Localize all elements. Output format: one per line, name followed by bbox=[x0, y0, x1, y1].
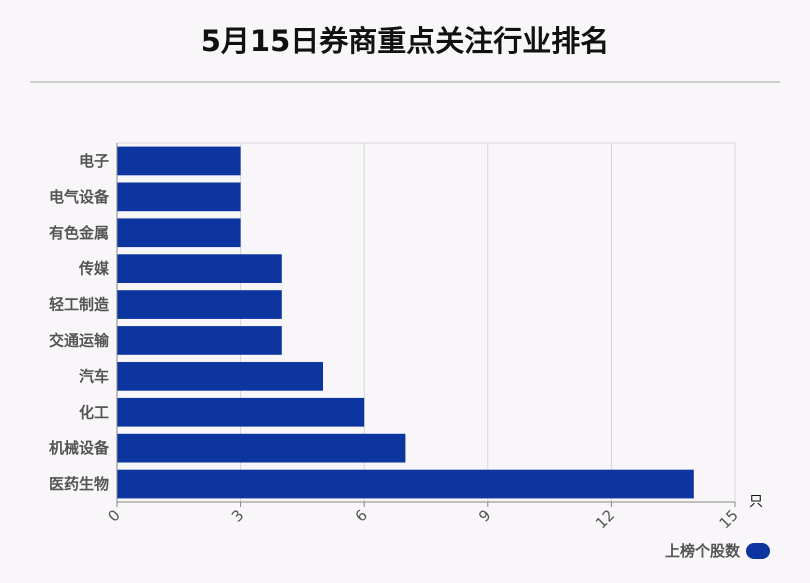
bar[interactable] bbox=[117, 469, 694, 499]
y-category-label: 医药生物 bbox=[49, 475, 109, 493]
bars bbox=[117, 146, 694, 499]
bar[interactable] bbox=[117, 433, 406, 463]
y-category-label: 化工 bbox=[79, 403, 109, 421]
bar[interactable] bbox=[117, 254, 282, 284]
x-tick-label: 9 bbox=[475, 506, 494, 525]
x-axis-unit: 只 bbox=[749, 494, 763, 510]
x-tick-label: 6 bbox=[352, 506, 371, 525]
bar[interactable] bbox=[117, 146, 241, 176]
x-tick-label: 0 bbox=[104, 506, 123, 525]
y-category-label: 电气设备 bbox=[49, 188, 110, 206]
bar[interactable] bbox=[117, 326, 282, 355]
y-category-label: 传媒 bbox=[78, 260, 110, 278]
title-divider bbox=[30, 81, 780, 83]
y-category-label: 汽车 bbox=[79, 367, 109, 385]
legend[interactable]: 上榜个股数 bbox=[665, 540, 770, 561]
x-tick-label: 3 bbox=[228, 506, 247, 525]
x-tick-label: 12 bbox=[592, 506, 618, 532]
axes bbox=[116, 143, 736, 507]
chart-title: 5月15日券商重点关注行业排名 bbox=[200, 24, 610, 58]
y-category-label: 有色金属 bbox=[49, 224, 109, 242]
legend-label: 上榜个股数 bbox=[664, 542, 740, 560]
y-category-label: 电子 bbox=[79, 152, 109, 170]
bar[interactable] bbox=[117, 361, 323, 391]
bar[interactable] bbox=[117, 218, 241, 248]
y-category-label: 机械设备 bbox=[49, 439, 110, 457]
y-category-label: 交通运输 bbox=[49, 331, 110, 349]
bar[interactable] bbox=[117, 182, 241, 212]
bar[interactable] bbox=[117, 290, 282, 319]
legend-swatch bbox=[746, 542, 770, 559]
y-category-label: 轻工制造 bbox=[49, 296, 109, 314]
x-tick-label: 15 bbox=[716, 506, 742, 532]
bar[interactable] bbox=[117, 397, 365, 427]
